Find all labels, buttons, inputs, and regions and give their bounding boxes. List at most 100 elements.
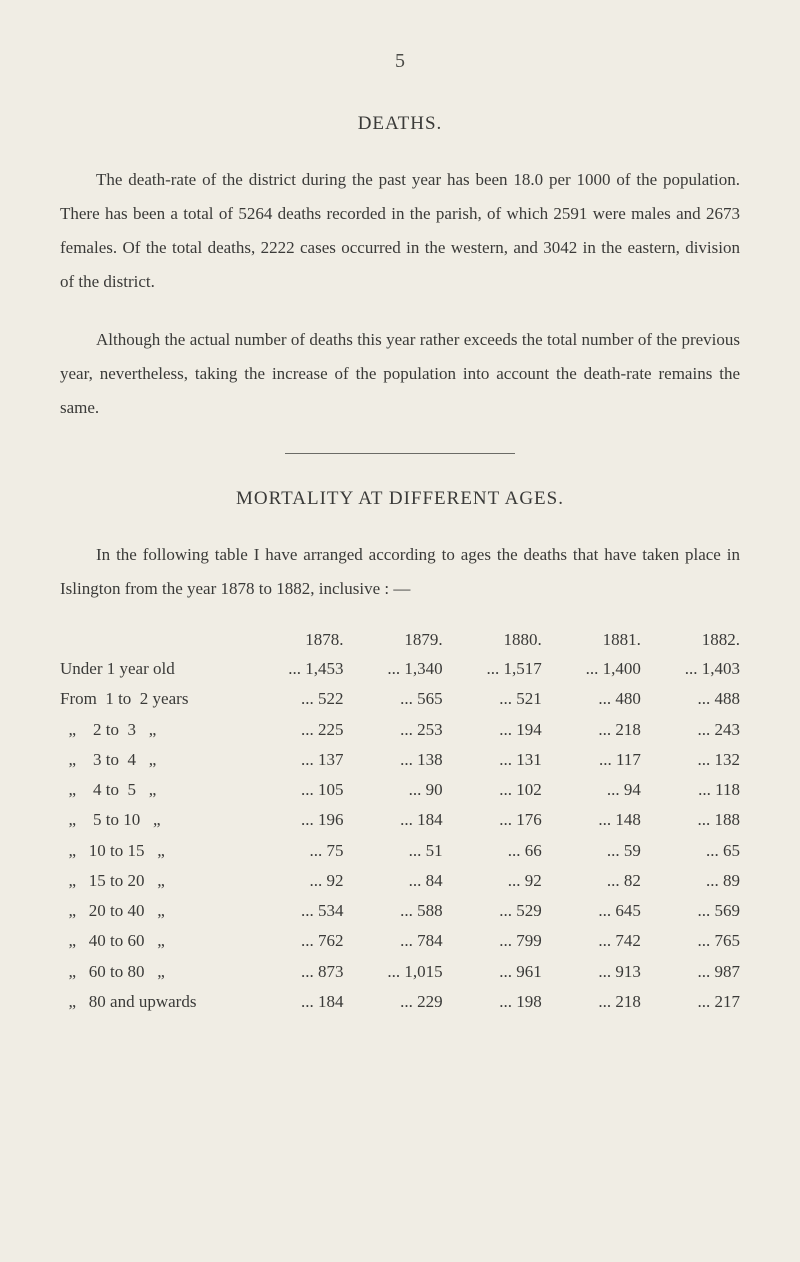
table-cell: ... 51 bbox=[344, 836, 443, 866]
cell-value: 198 bbox=[516, 992, 542, 1011]
ellipsis-separator: ... bbox=[301, 901, 318, 920]
table-cell: ... 913 bbox=[542, 957, 641, 987]
cell-value: 229 bbox=[417, 992, 443, 1011]
cell-value: 218 bbox=[615, 720, 641, 739]
ellipsis-separator: ... bbox=[607, 841, 624, 860]
ellipsis-separator: ... bbox=[499, 810, 516, 829]
cell-value: 488 bbox=[715, 689, 741, 708]
table-cell: ... 987 bbox=[641, 957, 740, 987]
cell-value: 1,015 bbox=[404, 962, 442, 981]
cell-value: 569 bbox=[715, 901, 741, 920]
table-cell: ... 82 bbox=[542, 866, 641, 896]
table-cell: ... 138 bbox=[344, 745, 443, 775]
ellipsis-separator: ... bbox=[301, 720, 318, 739]
table-cell: ... 184 bbox=[344, 805, 443, 835]
cell-value: 1,340 bbox=[404, 659, 442, 678]
table-body: Under 1 year old... 1,453... 1,340... 1,… bbox=[60, 654, 740, 1017]
table-cell: ... 1,400 bbox=[542, 654, 641, 684]
ellipsis-separator: ... bbox=[400, 750, 417, 769]
table-cell: ... 92 bbox=[244, 866, 343, 896]
cell-value: 1,453 bbox=[305, 659, 343, 678]
cell-value: 184 bbox=[318, 992, 344, 1011]
mortality-title: MORTALITY AT DIFFERENT AGES. bbox=[60, 488, 740, 510]
table-cell: ... 184 bbox=[244, 987, 343, 1017]
table-cell: ... 196 bbox=[244, 805, 343, 835]
table-cell: ... 194 bbox=[443, 715, 542, 745]
table-cell: ... 118 bbox=[641, 775, 740, 805]
table-row: „ 80 and upwards... 184... 229... 198...… bbox=[60, 987, 740, 1017]
ellipsis-separator: ... bbox=[499, 962, 516, 981]
section-rule bbox=[285, 453, 515, 454]
table-cell: ... 784 bbox=[344, 926, 443, 956]
table-cell: ... 89 bbox=[641, 866, 740, 896]
cell-value: 82 bbox=[624, 871, 641, 890]
table-cell: ... 218 bbox=[542, 715, 641, 745]
table-cell: ... 132 bbox=[641, 745, 740, 775]
table-cell: ... 148 bbox=[542, 805, 641, 835]
deaths-paragraph-1: The death-rate of the district during th… bbox=[60, 163, 740, 299]
ellipsis-separator: ... bbox=[387, 962, 404, 981]
cell-value: 913 bbox=[615, 962, 641, 981]
cell-value: 92 bbox=[327, 871, 344, 890]
ellipsis-separator: ... bbox=[387, 659, 404, 678]
cell-value: 522 bbox=[318, 689, 344, 708]
cell-value: 1,517 bbox=[504, 659, 542, 678]
ellipsis-separator: ... bbox=[409, 871, 426, 890]
cell-value: 51 bbox=[426, 841, 443, 860]
cell-value: 176 bbox=[516, 810, 542, 829]
cell-value: 66 bbox=[525, 841, 542, 860]
table-cell: ... 94 bbox=[542, 775, 641, 805]
table-cell: ... 105 bbox=[244, 775, 343, 805]
table-row: „ 3 to 4 „... 137... 138... 131... 117..… bbox=[60, 745, 740, 775]
ellipsis-separator: ... bbox=[698, 810, 715, 829]
table-row: „ 20 to 40 „... 534... 588... 529... 645… bbox=[60, 896, 740, 926]
cell-value: 565 bbox=[417, 689, 443, 708]
ellipsis-separator: ... bbox=[499, 750, 516, 769]
cell-value: 1,400 bbox=[603, 659, 641, 678]
ellipsis-separator: ... bbox=[598, 901, 615, 920]
row-label: „ 15 to 20 „ bbox=[60, 866, 244, 896]
cell-value: 89 bbox=[723, 871, 740, 890]
table-cell: ... 565 bbox=[344, 684, 443, 714]
row-label: „ 40 to 60 „ bbox=[60, 926, 244, 956]
table-cell: ... 84 bbox=[344, 866, 443, 896]
table-cell: ... 961 bbox=[443, 957, 542, 987]
table-cell: ... 75 bbox=[244, 836, 343, 866]
ellipsis-separator: ... bbox=[400, 931, 417, 950]
cell-value: 184 bbox=[417, 810, 443, 829]
ellipsis-separator: ... bbox=[499, 901, 516, 920]
table-cell: ... 799 bbox=[443, 926, 542, 956]
ellipsis-separator: ... bbox=[310, 841, 327, 860]
cell-value: 218 bbox=[615, 992, 641, 1011]
mortality-intro: In the following table I have arranged a… bbox=[60, 538, 740, 606]
document-page: 5 DEATHS. The death-rate of the district… bbox=[0, 0, 800, 1057]
table-row: „ 40 to 60 „... 762... 784... 799... 742… bbox=[60, 926, 740, 956]
ellipsis-separator: ... bbox=[499, 689, 516, 708]
table-cell: ... 522 bbox=[244, 684, 343, 714]
cell-value: 243 bbox=[715, 720, 741, 739]
table-cell: ... 66 bbox=[443, 836, 542, 866]
table-cell: ... 253 bbox=[344, 715, 443, 745]
cell-value: 131 bbox=[516, 750, 542, 769]
cell-value: 534 bbox=[318, 901, 344, 920]
ellipsis-separator: ... bbox=[400, 992, 417, 1011]
ellipsis-separator: ... bbox=[706, 841, 723, 860]
ellipsis-separator: ... bbox=[698, 901, 715, 920]
row-label: Under 1 year old bbox=[60, 654, 244, 684]
table-cell: ... 1,340 bbox=[344, 654, 443, 684]
cell-value: 94 bbox=[624, 780, 641, 799]
cell-value: 762 bbox=[318, 931, 344, 950]
ellipsis-separator: ... bbox=[706, 871, 723, 890]
ellipsis-separator: ... bbox=[400, 720, 417, 739]
ellipsis-separator: ... bbox=[499, 931, 516, 950]
row-label: From 1 to 2 years bbox=[60, 684, 244, 714]
table-cell: ... 529 bbox=[443, 896, 542, 926]
table-cell: ... 137 bbox=[244, 745, 343, 775]
table-row: „ 4 to 5 „... 105... 90... 102... 94... … bbox=[60, 775, 740, 805]
ellipsis-separator: ... bbox=[598, 689, 615, 708]
table-cell: ... 742 bbox=[542, 926, 641, 956]
cell-value: 765 bbox=[715, 931, 741, 950]
cell-value: 105 bbox=[318, 780, 344, 799]
cell-value: 217 bbox=[715, 992, 741, 1011]
cell-value: 59 bbox=[624, 841, 641, 860]
